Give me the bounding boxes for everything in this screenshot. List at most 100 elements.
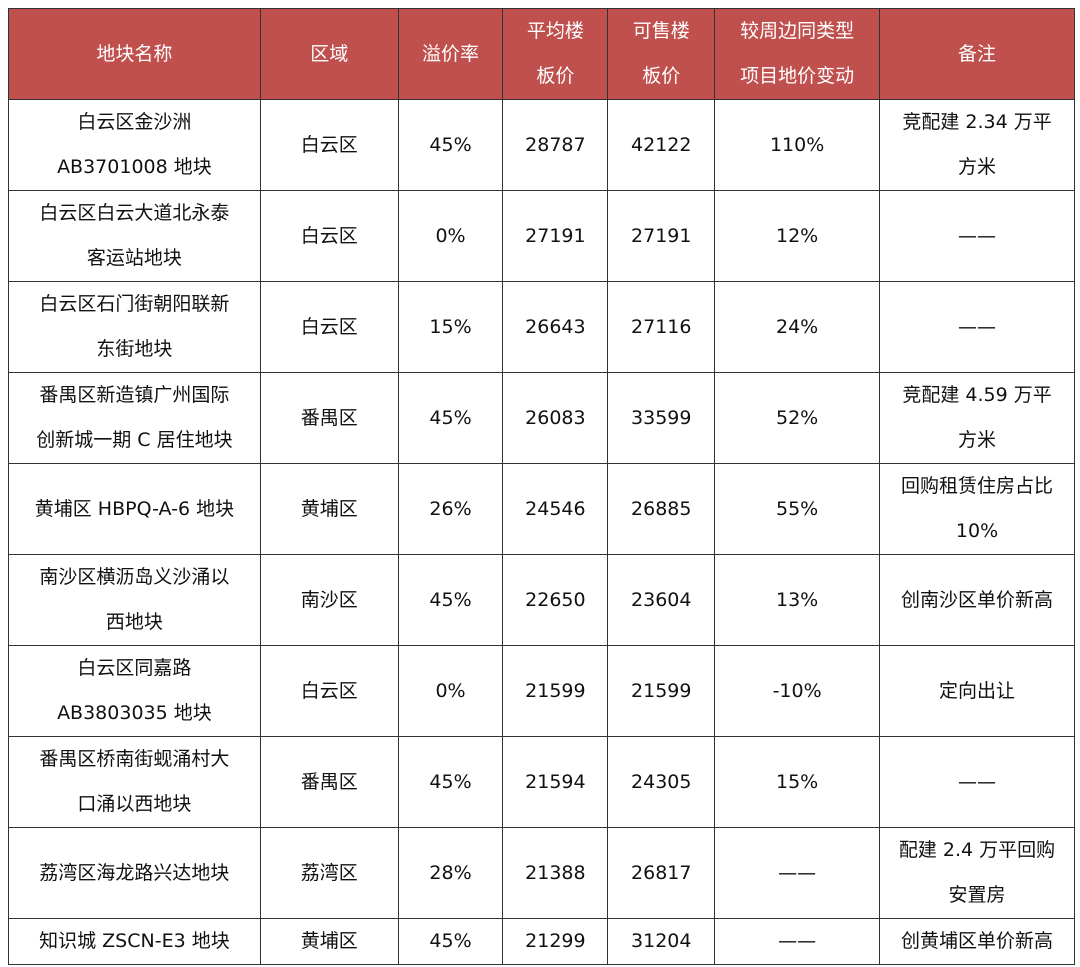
table-cell: 26% (397, 463, 504, 555)
cell-line: 110% (769, 133, 825, 156)
cell-line: 南沙区横沥岛义沙涌以 (39, 566, 230, 588)
cell-line: 溢价率 (422, 42, 480, 65)
table-cell: 白云区 (259, 190, 399, 282)
table-cell: 26817 (607, 827, 716, 919)
cell-line: 番禺区 (300, 406, 358, 429)
table-cell: 21594 (502, 736, 609, 828)
table-cell: 45% (397, 918, 504, 965)
cell-line: 24546 (525, 497, 586, 520)
cell-line: 白云区 (300, 133, 358, 156)
land-table: 地块名称 区域 溢价率 平均楼 板价 可售楼 板价 较周边同类型 项目地价变动 备注 白云区金沙洲… (8, 8, 1075, 965)
cell-line: 21599 (525, 679, 586, 702)
table-cell: 番禺区新造镇广州国际 创新城一期 C 居住地块 (8, 372, 261, 464)
cell-line: 备注 (958, 42, 997, 65)
table-cell: 荔湾区海龙路兴达地块 (8, 827, 261, 919)
header-cell: 较周边同类型 项目地价变动 (714, 8, 881, 100)
cell-line: 22650 (525, 588, 586, 611)
cell-line: 31204 (631, 930, 692, 952)
table-cell: 黄埔区 (259, 918, 399, 965)
cell-line: 45% (429, 588, 472, 611)
cell-line: 21594 (525, 770, 586, 793)
table-cell: 13% (714, 554, 881, 646)
cell-line: 白云区白云大道北永泰 (39, 202, 230, 224)
cell-line: 白云区金沙洲 (77, 111, 192, 133)
cell-line: 较周边同类型 (740, 20, 855, 42)
table-cell: 21299 (502, 918, 609, 965)
table-cell: 0% (397, 190, 504, 282)
table-row: 白云区金沙洲 AB3701008 地块 白云区 45% 28787 42122 110% 竞配… (8, 99, 1075, 191)
table-cell: 26083 (502, 372, 609, 464)
table-cell: 白云区白云大道北永泰 客运站地块 (8, 190, 261, 282)
cell-line: 创新城一期 C 居住地块 (36, 429, 233, 451)
cell-line: 0% (435, 679, 466, 702)
cell-line: 定向出让 (939, 679, 1016, 702)
cell-line: 白云区石门街朝阳联新 (39, 293, 230, 315)
cell-line: 回购租赁住房占比 (901, 475, 1054, 497)
cell-line: 番禺区桥南街蚬涌村大 (39, 748, 230, 770)
table-cell: 31204 (607, 918, 716, 965)
table-cell: 南沙区 (259, 554, 399, 646)
cell-line: —— (778, 930, 817, 952)
cell-line: 白云区 (300, 315, 358, 338)
table-cell: 白云区金沙洲 AB3701008 地块 (8, 99, 261, 191)
table-cell: 白云区 (259, 281, 399, 373)
cell-line: 知识城 ZSCN-E3 地块 (39, 930, 230, 952)
cell-line: 26885 (631, 497, 692, 520)
cell-line: 21299 (525, 930, 586, 952)
cell-line: 23604 (631, 588, 692, 611)
table-container: 地块名称 区域 溢价率 平均楼 板价 可售楼 板价 较周边同类型 项目地价变动 备注 白云区金沙洲… (8, 8, 1075, 967)
cell-line: 33599 (631, 406, 692, 429)
cell-line: 地块名称 (96, 42, 173, 65)
table-cell: 27191 (607, 190, 716, 282)
table-cell: 番禺区 (259, 372, 399, 464)
table-cell: 21599 (607, 645, 716, 737)
cell-line: 创黄埔区单价新高 (901, 930, 1054, 952)
table-header: 地块名称 区域 溢价率 平均楼 板价 可售楼 板价 较周边同类型 项目地价变动 备注 (8, 8, 1075, 100)
table-row: 白云区石门街朝阳联新 东街地块 白云区 15% 26643 27116 24% —— (8, 281, 1075, 373)
table-cell: 27116 (607, 281, 716, 373)
table-cell: 南沙区横沥岛义沙涌以 西地块 (8, 554, 261, 646)
table-body: 白云区金沙洲 AB3701008 地块 白云区 45% 28787 42122 110% 竞配… (8, 99, 1075, 965)
table-cell: 24% (714, 281, 881, 373)
table-cell: 创南沙区单价新高 (879, 554, 1075, 646)
cell-line: 28% (429, 861, 472, 884)
cell-line: 26% (429, 497, 472, 520)
cell-line: 15% (776, 770, 819, 793)
table-cell: 15% (397, 281, 504, 373)
cell-line: 板价 (642, 65, 681, 87)
cell-line: AB3701008 地块 (57, 156, 212, 178)
table-cell: 28% (397, 827, 504, 919)
table-cell: 白云区 (259, 99, 399, 191)
table-cell: 22650 (502, 554, 609, 646)
cell-line: 白云区 (300, 224, 358, 247)
cell-line: AB3803035 地块 (57, 702, 212, 724)
table-cell: 回购租赁住房占比 10% (879, 463, 1075, 555)
cell-line: 西地块 (105, 611, 163, 633)
header-cell: 备注 (879, 8, 1075, 100)
table-row: 白云区白云大道北永泰 客运站地块 白云区 0% 27191 27191 12% —— (8, 190, 1075, 282)
table-row: 番禺区桥南街蚬涌村大 口涌以西地块 番禺区 45% 21594 24305 15% —— (8, 736, 1075, 828)
cell-line: 黄埔区 HBPQ-A-6 地块 (34, 497, 235, 520)
table-cell: 45% (397, 554, 504, 646)
header-cell: 平均楼 板价 (502, 8, 609, 100)
table-cell: 27191 (502, 190, 609, 282)
table-cell: -10% (714, 645, 881, 737)
table-cell: 荔湾区 (259, 827, 399, 919)
cell-line: 10% (955, 520, 999, 542)
table-cell: —— (879, 736, 1075, 828)
header-cell: 可售楼 板价 (607, 8, 716, 100)
cell-line: 28787 (525, 133, 586, 156)
table-cell: 白云区同嘉路 AB3803035 地块 (8, 645, 261, 737)
table-cell: 番禺区 (259, 736, 399, 828)
cell-line: 项目地价变动 (740, 65, 855, 87)
header-row: 地块名称 区域 溢价率 平均楼 板价 可售楼 板价 较周边同类型 项目地价变动 备注 (8, 8, 1075, 100)
cell-line: 创南沙区单价新高 (901, 588, 1054, 611)
cell-line: 东街地块 (96, 338, 173, 360)
cell-line: 黄埔区 (300, 930, 358, 952)
table-cell: —— (879, 281, 1075, 373)
table-cell: 白云区 (259, 645, 399, 737)
table-cell: 33599 (607, 372, 716, 464)
table-cell: 45% (397, 99, 504, 191)
table-cell: 21599 (502, 645, 609, 737)
